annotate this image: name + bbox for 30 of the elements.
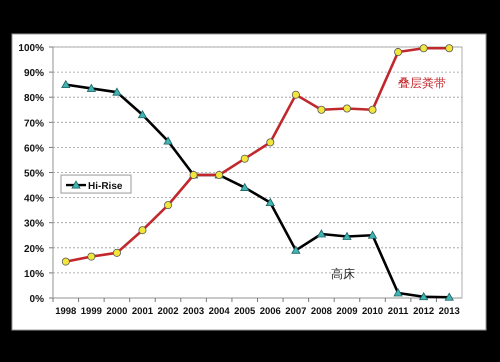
x-tick-label: 2001 (132, 306, 154, 317)
x-tick-label: 1999 (80, 306, 102, 317)
y-tick-label: 60% (24, 143, 44, 154)
x-tick-label: 2005 (234, 306, 256, 317)
annotation: 高床 (330, 266, 355, 281)
y-tick-label: 30% (24, 218, 44, 230)
x-tick-label: 2004 (208, 306, 230, 317)
x-tick-label: 2012 (413, 306, 434, 317)
x-tick-label: 2002 (157, 306, 179, 317)
x-tick-label: 2006 (260, 306, 281, 317)
x-tick-label: 2008 (310, 306, 332, 317)
y-tick-label: 100% (18, 43, 44, 54)
x-tick-label: 2011 (388, 306, 410, 317)
x-tick-label: 2003 (183, 306, 204, 317)
x-tick-label: 2000 (106, 306, 128, 317)
x-tick-label: 1998 (55, 306, 76, 317)
series-label: 叠层粪带 (398, 76, 446, 90)
y-tick-label: 80% (24, 93, 44, 104)
y-tick-label: 90% (24, 68, 44, 80)
y-tick-label: 50% (24, 168, 44, 180)
y-tick-label: 20% (24, 244, 44, 255)
y-tick-label: 40% (24, 194, 44, 205)
y-tick-label: 0% (30, 294, 44, 305)
x-tick-label: 2013 (438, 306, 460, 317)
x-tick-label: 2007 (285, 306, 306, 317)
x-tick-label: 2010 (362, 306, 384, 317)
x-tick-label: 2009 (336, 306, 358, 317)
legend-label: Hi-Rise (88, 181, 123, 192)
y-tick-label: 10% (24, 268, 44, 280)
y-tick-label: 70% (24, 118, 44, 130)
